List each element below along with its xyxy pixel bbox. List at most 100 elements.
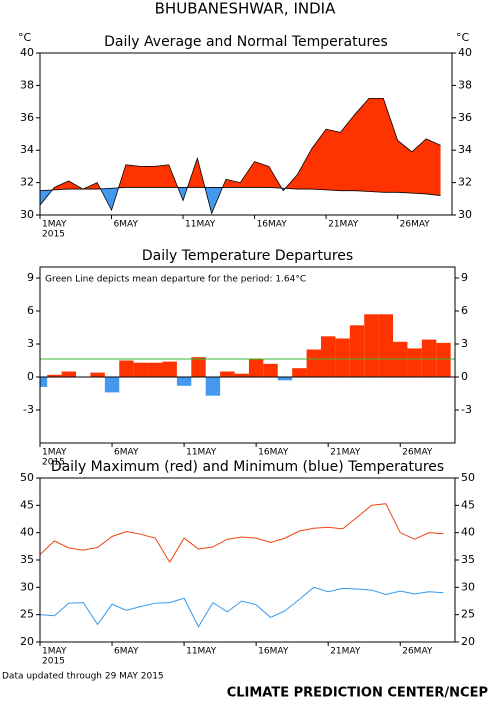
line xyxy=(40,97,441,215)
y-tick-label: 40 xyxy=(20,46,34,59)
bar xyxy=(148,362,163,377)
above-fill xyxy=(40,98,441,196)
x-tick-label: 1MAY xyxy=(42,647,67,657)
y-tick-label: -3 xyxy=(23,403,34,416)
line xyxy=(40,586,444,628)
line xyxy=(40,187,441,196)
bar xyxy=(119,360,134,377)
bar xyxy=(162,361,177,377)
y-tick-label: 25 xyxy=(20,608,34,621)
x-year-label: 2015 xyxy=(42,657,65,667)
y-tick-label: 20 xyxy=(20,635,34,648)
y-tick-label: 34 xyxy=(20,143,34,156)
bar xyxy=(234,373,249,377)
bar xyxy=(407,348,422,377)
bar xyxy=(364,314,379,377)
bar xyxy=(436,342,451,377)
x-tick-label: 6MAY xyxy=(114,220,139,230)
panel-title: Daily Maximum (red) and Minimum (blue) T… xyxy=(51,459,444,475)
y2-tick-label: 30 xyxy=(461,580,475,593)
y-tick-label: 30 xyxy=(20,208,34,221)
y-tick-label: 38 xyxy=(20,78,34,91)
bar xyxy=(191,357,206,377)
y-tick-label: 6 xyxy=(27,304,34,317)
x-tick-label: 26MAY xyxy=(402,448,433,458)
bar xyxy=(248,359,264,377)
line xyxy=(40,503,444,564)
y-tick-label: 9 xyxy=(27,271,34,284)
x-tick-label: 16MAY xyxy=(257,220,288,230)
y2-tick-label: 40 xyxy=(458,46,472,59)
x-year-label: 2015 xyxy=(42,230,65,240)
panel-title: Daily Average and Normal Temperatures xyxy=(104,34,388,50)
x-tick-label: 11MAY xyxy=(186,647,217,657)
y-tick-label: 35 xyxy=(20,553,34,566)
y2-tick-label: 32 xyxy=(458,176,472,189)
y2-tick-label: 45 xyxy=(461,498,475,511)
x-tick-label: 21MAY xyxy=(330,647,361,657)
y2-tick-label: 50 xyxy=(461,471,475,484)
y-tick-label: 0 xyxy=(27,370,34,383)
y-tick-label: 50 xyxy=(20,471,34,484)
y-tick-label: 40 xyxy=(20,526,34,539)
credit: CLIMATE PREDICTION CENTER/NCEP xyxy=(227,686,488,701)
page-title: BHUBANESHWAR, INDIA xyxy=(155,0,336,18)
y2-tick-label: 20 xyxy=(461,635,475,648)
y2-tick-label: 36 xyxy=(458,111,472,124)
y2-tick-label: 38 xyxy=(458,78,472,91)
y2-unit: °C xyxy=(456,31,470,44)
y2-tick-label: 30 xyxy=(458,208,472,221)
bar xyxy=(421,339,437,377)
y-tick-label: 36 xyxy=(20,111,34,124)
x-tick-label: 1MAY xyxy=(42,220,67,230)
y2-tick-label: 40 xyxy=(461,526,475,539)
x-tick-label: 16MAY xyxy=(258,448,289,458)
bar xyxy=(90,372,105,377)
panel-title: Daily Temperature Departures xyxy=(142,248,353,264)
bar xyxy=(176,377,192,386)
y-tick-label: 30 xyxy=(20,580,34,593)
bar xyxy=(40,377,48,387)
y-unit: °C xyxy=(18,31,32,44)
y2-tick-label: 35 xyxy=(461,553,475,566)
bar xyxy=(292,368,307,377)
plot xyxy=(40,314,455,396)
y2-tick-label: 3 xyxy=(461,337,468,350)
x-tick-label: 1MAY xyxy=(42,448,67,458)
update-note: Data updated through 29 MAY 2015 xyxy=(2,672,164,682)
bar xyxy=(378,314,394,377)
plot xyxy=(40,97,441,215)
bar xyxy=(277,377,293,381)
y2-tick-label: 25 xyxy=(461,608,475,621)
frame xyxy=(39,266,456,444)
bar xyxy=(349,325,365,377)
above-group xyxy=(40,98,441,196)
x-tick-label: 26MAY xyxy=(400,220,431,230)
x-tick-label: 21MAY xyxy=(330,448,361,458)
y-tick-label: 3 xyxy=(27,337,34,350)
bar xyxy=(47,374,62,377)
y2-tick-label: 6 xyxy=(461,304,468,317)
frame xyxy=(39,52,453,216)
y2-tick-label: 9 xyxy=(461,271,468,284)
frame xyxy=(39,477,456,643)
x-tick-label: 11MAY xyxy=(186,448,217,458)
y2-tick-label: -3 xyxy=(461,403,472,416)
y2-tick-label: 0 xyxy=(461,370,468,383)
bar xyxy=(306,349,321,377)
x-year-label: 2015 xyxy=(42,458,65,468)
x-tick-label: 11MAY xyxy=(185,220,216,230)
bar xyxy=(220,371,235,377)
bar xyxy=(104,377,120,393)
bar xyxy=(263,363,278,377)
bar xyxy=(320,336,336,377)
y2-tick-label: 34 xyxy=(458,143,472,156)
x-tick-label: 21MAY xyxy=(328,220,359,230)
y-tick-label: 32 xyxy=(20,176,34,189)
x-tick-label: 6MAY xyxy=(114,448,139,458)
plot xyxy=(40,503,444,628)
bar xyxy=(335,338,350,377)
x-tick-label: 26MAY xyxy=(402,647,433,657)
bar xyxy=(205,377,221,396)
